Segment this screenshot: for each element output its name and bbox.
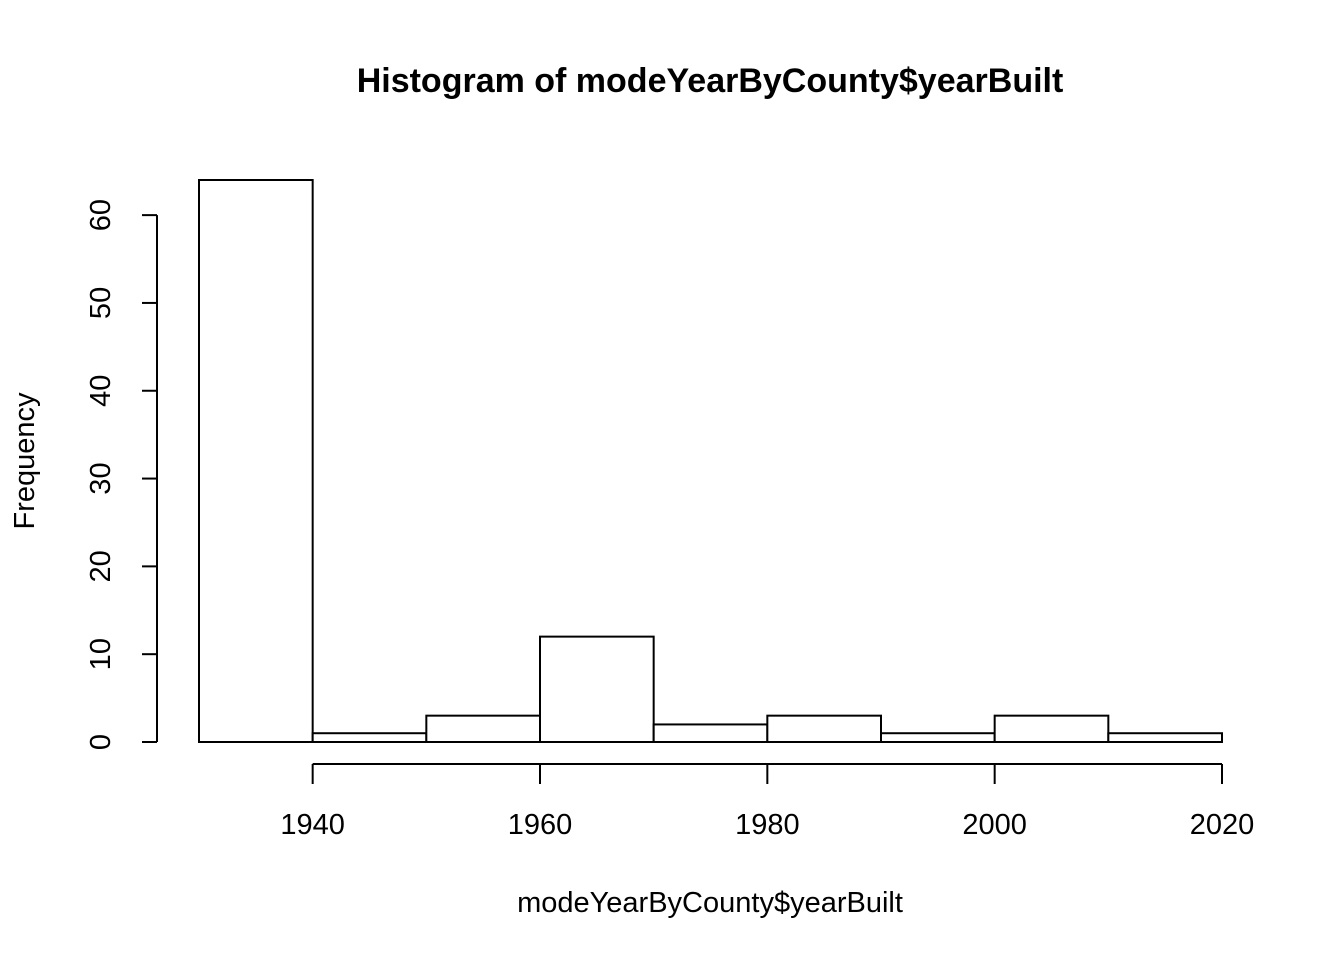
x-axis-label: modeYearByCounty$yearBuilt <box>517 887 903 919</box>
bars-group <box>198 179 1224 743</box>
y-tick-label-5: 50 <box>85 287 117 319</box>
x-tick-label-2: 1980 <box>735 809 800 841</box>
x-tick-label-3: 2000 <box>962 809 1027 841</box>
histogram-bar-6 <box>880 732 996 743</box>
y-axis: 0 10 20 30 40 50 60 <box>85 199 158 750</box>
x-axis: 1940 1960 1980 2000 2020 <box>280 763 1255 841</box>
y-tick-label-2: 20 <box>85 550 117 582</box>
chart-title: Histogram of modeYearByCounty$yearBuilt <box>357 62 1064 100</box>
histogram-bar-5 <box>766 714 882 743</box>
y-tick-label-3: 30 <box>85 462 117 494</box>
histogram-bar-7 <box>993 714 1110 743</box>
y-tick-label-6: 60 <box>85 199 117 231</box>
y-tick-label-0: 0 <box>85 734 117 750</box>
x-tick-label-0: 1940 <box>280 809 345 841</box>
histogram-bar-8 <box>1107 732 1224 743</box>
histogram-bar-1 <box>311 732 428 743</box>
y-tick-label-1: 10 <box>85 638 117 670</box>
y-tick-label-4: 40 <box>85 375 117 407</box>
x-tick-label-1: 1960 <box>508 809 573 841</box>
histogram-bar-4 <box>652 723 769 743</box>
histogram-bar-0 <box>198 179 314 743</box>
y-axis-label: Frequency <box>9 392 41 530</box>
x-tick-label-4: 2020 <box>1190 809 1255 841</box>
histogram-bar-3 <box>539 635 655 743</box>
histogram-bar-2 <box>425 714 542 743</box>
